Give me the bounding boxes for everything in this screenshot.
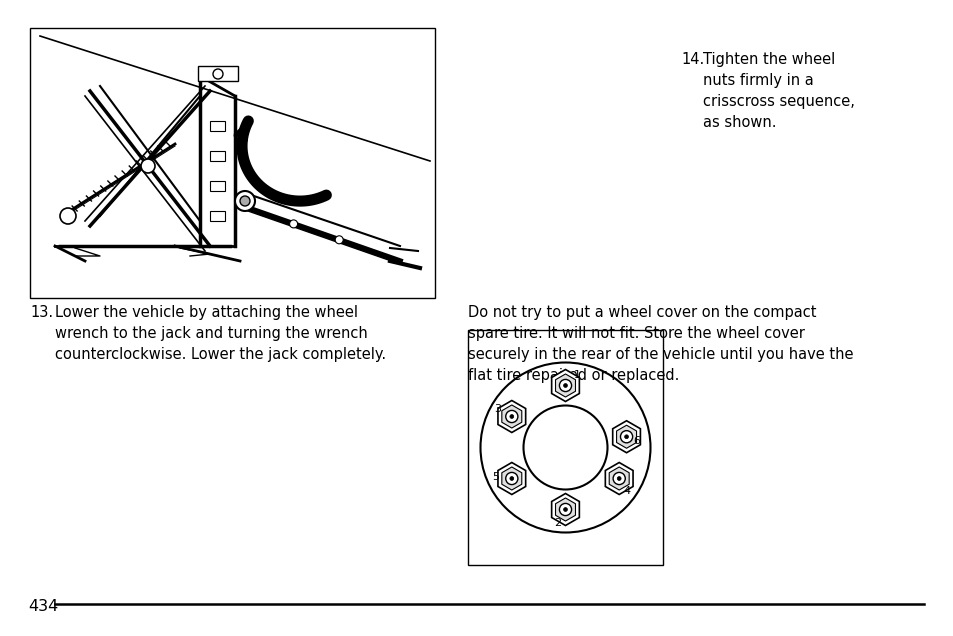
Polygon shape: [234, 121, 248, 141]
Text: 5: 5: [492, 471, 498, 481]
Text: 434: 434: [28, 599, 58, 614]
Bar: [210, 181, 225, 191]
Polygon shape: [609, 467, 629, 490]
Circle shape: [617, 476, 620, 480]
Text: 14.: 14.: [680, 52, 703, 67]
Bar: [30, 28, 435, 298]
Circle shape: [624, 435, 628, 439]
Text: 1: 1: [574, 371, 580, 380]
Polygon shape: [616, 425, 636, 448]
Bar: [210, 211, 225, 221]
Circle shape: [613, 473, 624, 485]
Text: Tighten the wheel
nuts firmly in a
crisscross sequence,
as shown.: Tighten the wheel nuts firmly in a criss…: [702, 52, 854, 130]
Text: 13.: 13.: [30, 305, 53, 320]
Polygon shape: [605, 462, 633, 495]
Circle shape: [290, 220, 297, 228]
Text: 6: 6: [633, 436, 639, 446]
Circle shape: [523, 406, 607, 490]
Circle shape: [509, 415, 513, 418]
Circle shape: [234, 191, 254, 211]
Polygon shape: [497, 462, 525, 495]
Bar: [198, 66, 237, 81]
Circle shape: [141, 159, 154, 173]
Circle shape: [213, 69, 223, 79]
Bar: [468, 330, 662, 565]
Text: Do not try to put a wheel cover on the compact
spare tire. It will not fit. Stor: Do not try to put a wheel cover on the c…: [468, 305, 853, 383]
Circle shape: [563, 508, 567, 511]
Polygon shape: [555, 374, 575, 397]
Circle shape: [505, 473, 517, 485]
Circle shape: [509, 476, 513, 480]
Polygon shape: [497, 401, 525, 432]
Text: 2: 2: [554, 518, 560, 529]
Circle shape: [619, 431, 632, 443]
Circle shape: [240, 196, 250, 206]
Text: 3: 3: [494, 403, 500, 413]
Bar: [210, 151, 225, 161]
Bar: [210, 121, 225, 131]
Text: 4: 4: [623, 485, 630, 495]
Polygon shape: [551, 494, 578, 525]
Polygon shape: [501, 405, 521, 428]
Circle shape: [480, 363, 650, 532]
Polygon shape: [551, 370, 578, 401]
Polygon shape: [555, 498, 575, 521]
Circle shape: [335, 236, 343, 244]
Polygon shape: [501, 467, 521, 490]
Circle shape: [563, 384, 567, 387]
Text: Lower the vehicle by attaching the wheel
wrench to the jack and turning the wren: Lower the vehicle by attaching the wheel…: [55, 305, 386, 362]
Circle shape: [60, 208, 76, 224]
Circle shape: [505, 410, 517, 422]
Circle shape: [558, 380, 571, 392]
Polygon shape: [612, 421, 639, 453]
Circle shape: [558, 504, 571, 516]
